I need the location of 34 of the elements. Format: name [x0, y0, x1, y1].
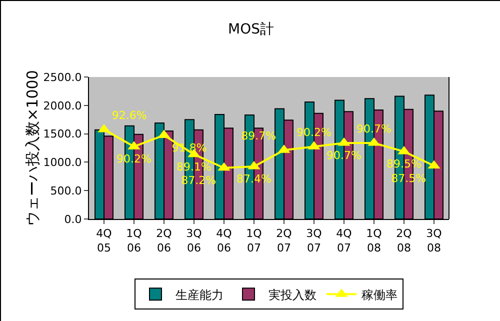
x-tick-label: 4Q 07 [336, 227, 352, 254]
x-tick-label: 3Q 08 [426, 227, 442, 254]
legend-label: 稼働率 [362, 288, 398, 302]
y-tick-label: 0.0 [64, 212, 82, 226]
x-tick-label: 1Q 07 [246, 227, 262, 254]
y-tick-label: 1000.0 [43, 156, 82, 170]
y-tick-label: 2000.0 [43, 99, 82, 112]
x-tick-label: 1Q 06 [126, 227, 142, 254]
y-tick-label: 500.0 [50, 184, 82, 198]
y-axis-title: ウェーハ投入数×1000 [23, 70, 42, 226]
data-label: 90.7% [326, 149, 362, 162]
data-label: 90.2% [296, 126, 332, 139]
x-tick-label: 4Q 05 [96, 227, 112, 254]
legend-label: 生産能力 [176, 288, 224, 302]
x-tick-label: 3Q 06 [186, 227, 202, 254]
data-label: 87.4% [236, 172, 272, 186]
data-label: 89.5% [386, 158, 422, 171]
x-tick-label: 1Q 08 [366, 227, 382, 254]
x-tick-label: 4Q 06 [216, 227, 232, 254]
data-label: 89.7% [241, 130, 276, 143]
x-tick-label: 3Q 07 [306, 227, 322, 254]
data-label: 87.2% [181, 174, 216, 188]
data-label: 87.5% [391, 172, 426, 185]
data-label: 90.2% [116, 152, 152, 166]
x-tick-label: 2Q 06 [156, 227, 172, 254]
y-tick-label: 1500.0 [43, 128, 82, 141]
data-label: 90.7% [356, 122, 392, 136]
data-label: 92.6% [112, 108, 147, 122]
legend-label: 実投入数 [268, 288, 316, 302]
y-tick-label: 2500.0 [43, 70, 82, 84]
x-tick-label: 2Q 08 [396, 227, 412, 254]
x-tick-label: 2Q 07 [276, 227, 292, 254]
data-label: 89.1% [176, 160, 212, 174]
chart-title: MOS計 [228, 21, 274, 38]
